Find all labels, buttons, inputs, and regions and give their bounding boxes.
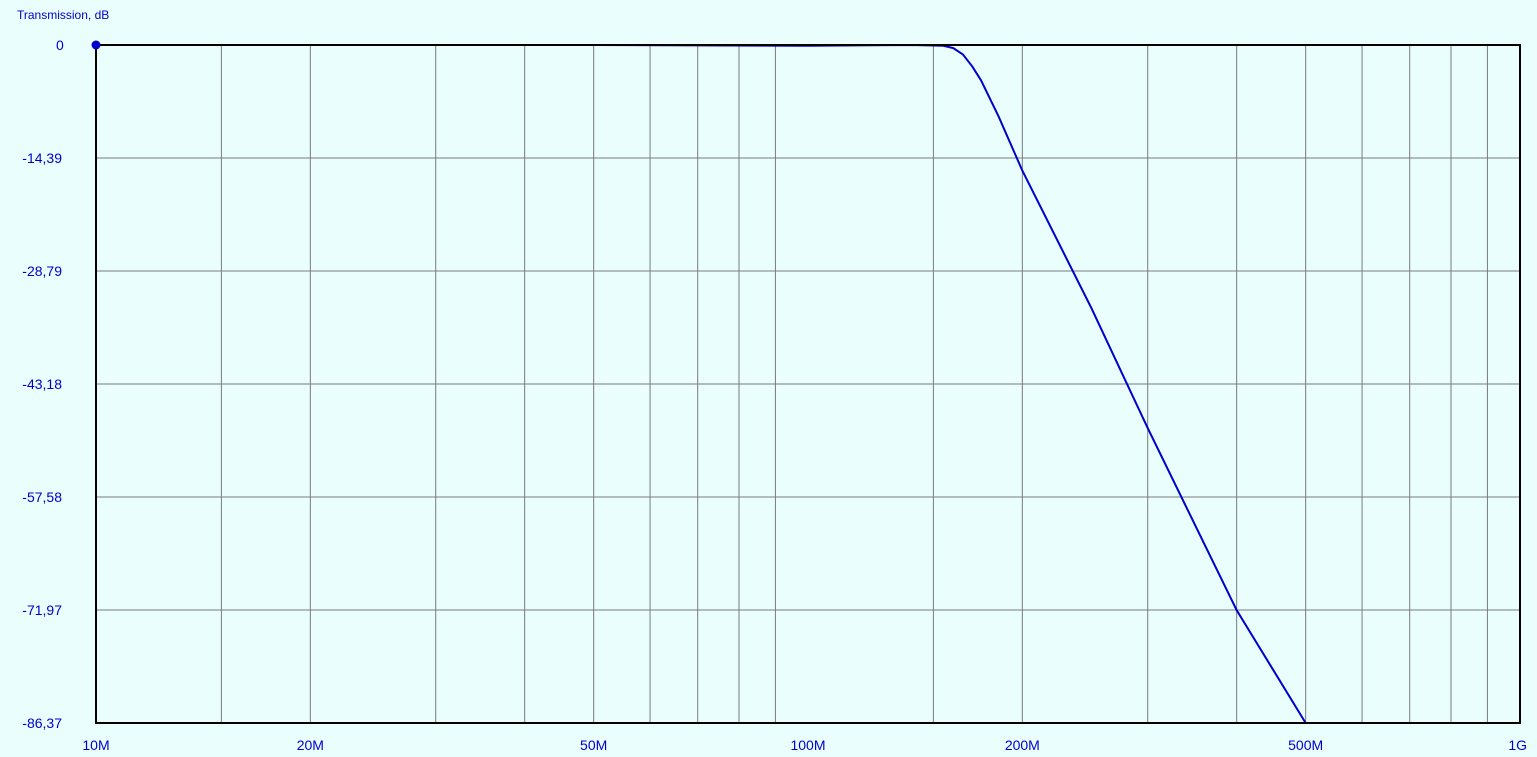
plot-frame — [95, 44, 1521, 724]
x-tick-label: 1G — [1508, 737, 1527, 753]
data-marker — [91, 40, 101, 50]
y-tick-label: 0 — [56, 37, 64, 53]
x-tick-label: 10M — [82, 737, 109, 753]
y-tick-label: -71,97 — [22, 602, 62, 618]
y-tick-label: -86,37 — [22, 715, 62, 731]
y-tick-label: -14,39 — [22, 150, 62, 166]
x-tick-label: 50M — [580, 737, 607, 753]
x-tick-label: 500M — [1288, 737, 1323, 753]
x-tick-label: 200M — [1005, 737, 1040, 753]
x-tick-label: 20M — [297, 737, 324, 753]
y-tick-label: -57,58 — [22, 489, 62, 505]
y-tick-labels: 0 -14,39 -28,79 -43,18 -57,58 -71,97 -86,37 — [22, 37, 64, 731]
y-axis-label: Transmission, dB — [17, 8, 109, 22]
marker-layer — [91, 40, 101, 50]
x-tick-labels: 10M 20M 50M 100M 200M 500M 1G — [82, 737, 1527, 753]
x-tick-label: 100M — [790, 737, 825, 753]
y-tick-label: -28,79 — [22, 263, 62, 279]
y-tick-label: -43,18 — [22, 376, 62, 392]
